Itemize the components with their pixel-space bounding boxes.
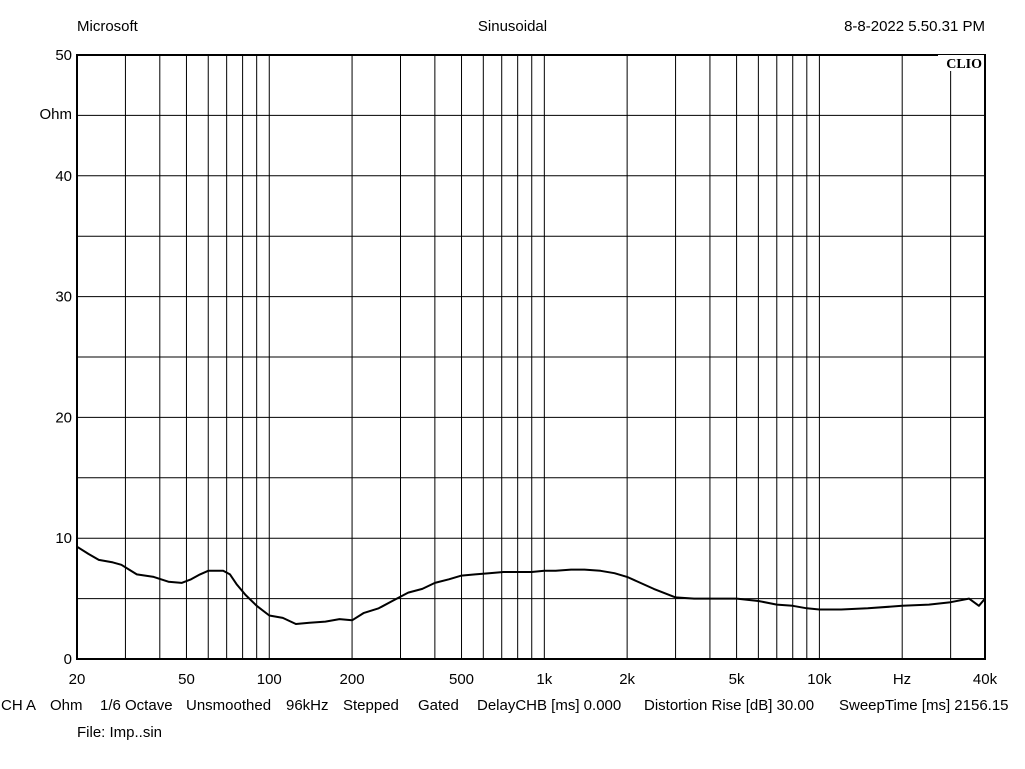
footer-channel: CH A [1,697,37,714]
x-tick-label: 20 [69,671,86,688]
footer-sweep-time: SweepTime [ms] 2156.15 [839,697,1009,714]
x-tick-label: 200 [340,671,365,688]
brand-logo: CLIO [946,57,982,72]
chart-grid [77,55,985,659]
y-tick-label: 20 [55,409,72,426]
x-tick-label: 50 [178,671,195,688]
x-tick-label: 1k [536,671,552,688]
x-tick-label: 500 [449,671,474,688]
footer-distortion-rise: Distortion Rise [dB] 30.00 [644,697,815,714]
x-tick-labels: 20 50 100 200 500 1k 2k 5k 10k 40k [69,671,998,688]
y-tick-labels: 0 10 20 30 40 50 [55,47,72,668]
plot-frame [76,54,986,660]
y-tick-label: 40 [55,168,72,185]
x-tick-label: 100 [257,671,282,688]
footer-smoothing: Unsmoothed [186,697,272,714]
y-tick-label: 30 [55,289,72,306]
brand-logo-bg [938,55,984,71]
footer-delay: DelayCHB [ms] 0.000 [477,697,622,714]
impedance-chart: 0 10 20 30 40 50 20 50 100 200 500 1k 2k 5k 10k 40k Oh… [39,47,998,688]
y-tick-label: 50 [55,47,72,64]
footer-mode: Stepped [343,697,399,714]
impedance-series-line [76,545,986,625]
header-title: Sinusoidal [477,18,548,35]
x-tick-label: 2k [619,671,635,688]
x-tick-label: 40k [973,671,998,688]
header-left-label: Microsoft [77,18,138,35]
header-timestamp: 8-8-2022 5.50.31 PM [844,18,985,35]
y-tick-label: 0 [64,651,72,668]
footer-file: File: Imp..sin [77,724,163,741]
x-axis-unit: Hz [893,671,911,688]
footer-gated: Gated [418,697,459,714]
footer-sample-rate: 96kHz [286,697,329,714]
footer-unit: Ohm [50,697,83,714]
y-axis-unit: Ohm [39,106,72,123]
y-tick-label: 10 [55,530,72,547]
x-tick-label: 10k [807,671,832,688]
footer-smoothing-octave: 1/6 Octave [100,697,173,714]
x-tick-label: 5k [729,671,745,688]
